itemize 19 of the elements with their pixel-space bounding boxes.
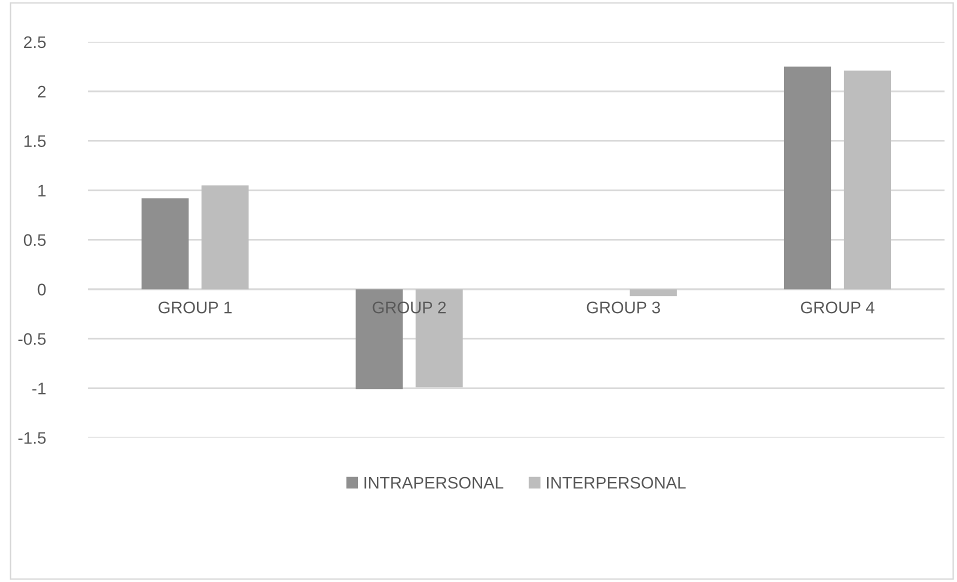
bar xyxy=(202,185,249,290)
y-tick-label: 2 xyxy=(38,86,46,98)
y-tick-label: 0.5 xyxy=(24,234,46,246)
y-tick-label: 1 xyxy=(38,184,46,196)
y-tick-label: -0.5 xyxy=(18,333,46,345)
legend-label: INTERPERSONAL xyxy=(547,476,686,489)
bar xyxy=(142,198,189,290)
y-tick-label: -1 xyxy=(32,382,46,394)
bar xyxy=(630,289,677,296)
x-tick-label: GROUP 1 xyxy=(158,302,232,314)
x-tick-label: GROUP 3 xyxy=(586,302,660,314)
legend-label: INTRAPERSONAL xyxy=(364,476,504,489)
y-tick-label: 0 xyxy=(38,284,46,296)
y-tick-label: 2.5 xyxy=(24,36,46,48)
y-tick-label: -1.5 xyxy=(18,432,46,444)
bar xyxy=(844,70,892,290)
y-tick-label: 1.5 xyxy=(24,135,46,148)
bar xyxy=(784,66,832,290)
x-tick-label: GROUP 4 xyxy=(800,302,874,314)
